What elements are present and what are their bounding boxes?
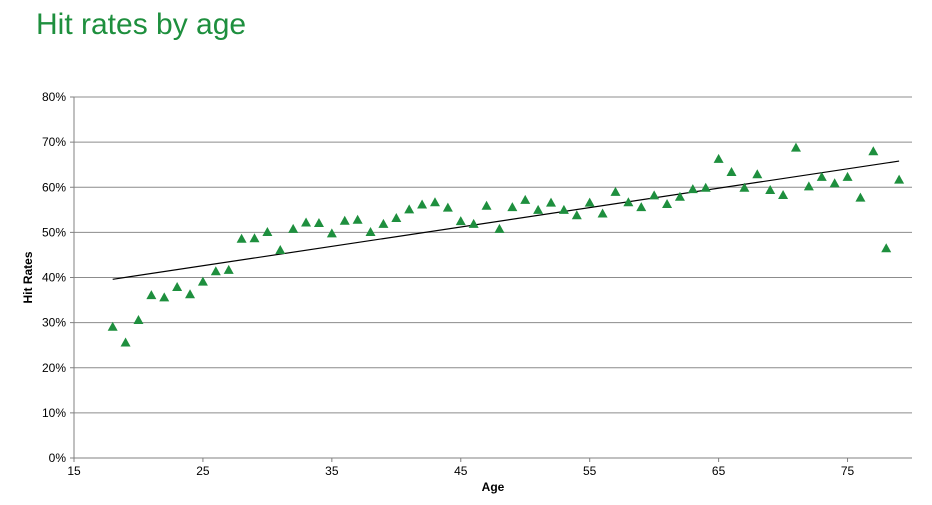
data-point	[597, 208, 608, 218]
data-point	[610, 186, 621, 196]
data-point	[107, 321, 118, 331]
data-point	[223, 264, 234, 274]
y-tick-label: 70%	[42, 135, 66, 149]
y-tick-label: 40%	[42, 271, 66, 285]
data-point	[481, 200, 492, 210]
data-point	[326, 228, 337, 238]
data-point	[816, 171, 827, 181]
data-point	[429, 197, 440, 207]
x-tick-label: 65	[712, 464, 726, 478]
data-point	[739, 182, 750, 192]
data-point	[636, 202, 647, 212]
data-point	[881, 243, 892, 253]
data-point	[133, 314, 144, 324]
data-point	[855, 192, 866, 202]
x-tick-label: 75	[841, 464, 855, 478]
data-point	[288, 223, 299, 233]
y-tick-label: 10%	[42, 406, 66, 420]
data-point	[829, 178, 840, 188]
x-tick-label: 45	[454, 464, 468, 478]
data-point	[674, 191, 685, 201]
x-tick-label: 55	[583, 464, 597, 478]
x-axis-ticks: 15 25 35 45 55 65 75	[67, 458, 855, 478]
data-point	[391, 212, 402, 222]
data-point	[404, 204, 415, 214]
y-tick-label: 60%	[42, 180, 66, 194]
data-point	[533, 204, 544, 214]
data-point	[765, 185, 776, 195]
y-axis-ticks: 0% 10% 20% 30% 40% 50% 60% 70% 80%	[42, 90, 74, 465]
data-point	[713, 153, 724, 163]
data-point	[378, 218, 389, 228]
data-point	[494, 223, 505, 233]
data-point	[649, 190, 660, 200]
data-point	[520, 194, 531, 204]
data-point	[687, 184, 698, 194]
data-point	[571, 210, 582, 220]
data-point	[275, 245, 286, 255]
x-tick-label: 15	[67, 464, 81, 478]
data-point	[546, 197, 557, 207]
data-point	[236, 233, 247, 243]
data-point	[262, 226, 273, 236]
data-point	[210, 266, 221, 276]
data-point	[301, 217, 312, 227]
data-point	[120, 337, 131, 347]
data-point	[752, 169, 763, 179]
y-axis-label: Hit Rates	[21, 251, 35, 303]
data-point	[249, 233, 260, 243]
x-axis-label: Age	[482, 480, 505, 494]
x-tick-label: 25	[196, 464, 210, 478]
y-tick-label: 80%	[42, 90, 66, 104]
data-point	[584, 197, 595, 207]
data-points	[107, 142, 905, 347]
data-point	[365, 226, 376, 236]
data-point	[726, 166, 737, 176]
data-point	[507, 202, 518, 212]
data-point	[868, 146, 879, 156]
data-point	[352, 214, 363, 224]
data-point	[417, 199, 428, 209]
data-point	[442, 202, 453, 212]
data-point	[558, 204, 569, 214]
data-point	[778, 189, 789, 199]
chart-title: Hit rates by age	[36, 8, 247, 41]
data-point	[623, 197, 634, 207]
y-tick-label: 20%	[42, 361, 66, 375]
data-point	[185, 289, 196, 299]
y-tick-label: 50%	[42, 225, 66, 239]
y-tick-label: 30%	[42, 316, 66, 330]
x-tick-label: 35	[325, 464, 339, 478]
data-point	[894, 174, 905, 184]
data-point	[159, 292, 170, 302]
data-point	[803, 181, 814, 191]
data-point	[662, 198, 673, 208]
data-point	[455, 216, 466, 226]
data-point	[146, 290, 157, 300]
trendline	[112, 160, 900, 280]
data-point	[339, 215, 350, 225]
data-point	[468, 218, 479, 228]
grid-lines	[74, 96, 912, 414]
data-point	[172, 282, 183, 292]
y-tick-label: 0%	[49, 451, 67, 465]
data-point	[842, 171, 853, 181]
data-point	[197, 276, 208, 286]
data-point	[313, 217, 324, 227]
data-point	[790, 142, 801, 152]
data-point	[700, 182, 711, 192]
